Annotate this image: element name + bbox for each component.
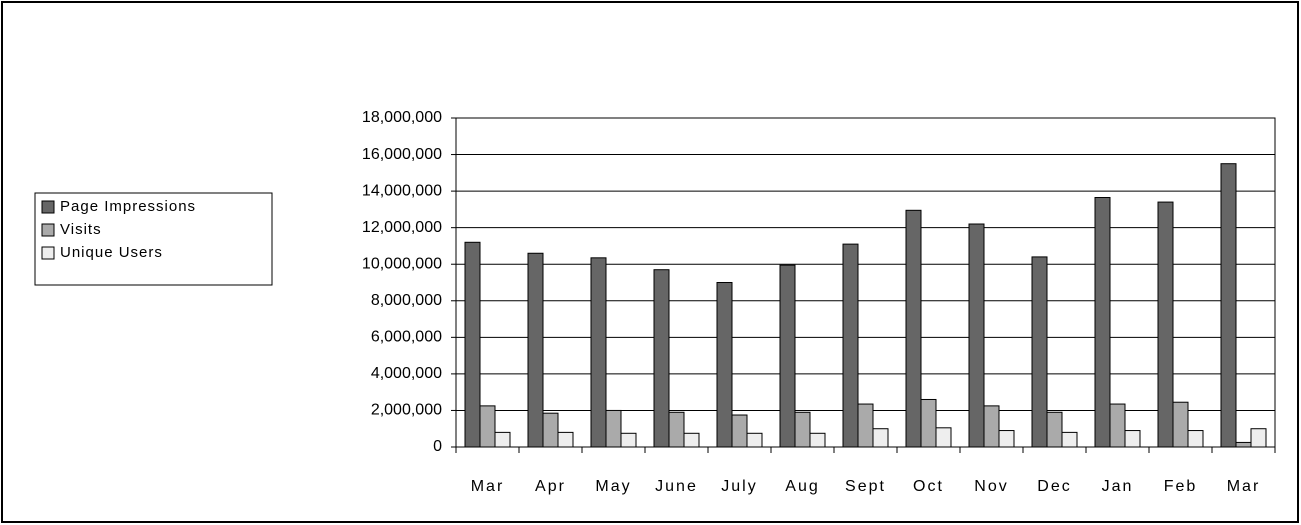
- bar: [479, 405, 496, 448]
- bar: [968, 223, 985, 448]
- legend-swatch: [41, 200, 55, 214]
- x-tick-label: May: [595, 478, 631, 495]
- bar: [683, 432, 700, 448]
- bar: [542, 412, 559, 448]
- bar: [872, 428, 889, 448]
- bar: [983, 405, 1000, 448]
- y-tick-label: 16,000,000: [362, 146, 442, 163]
- x-tick-label: July: [721, 478, 757, 495]
- bar: [620, 432, 637, 448]
- bar: [557, 431, 574, 448]
- bar: [605, 409, 622, 448]
- x-tick-label: June: [655, 478, 698, 495]
- bar: [1124, 430, 1141, 448]
- bar: [794, 411, 811, 448]
- bar: [1187, 430, 1204, 448]
- bar: [1094, 197, 1111, 448]
- y-tick-label: 2,000,000: [371, 402, 442, 419]
- bar: [1250, 428, 1267, 448]
- bar: [809, 432, 826, 448]
- legend-box: [34, 192, 273, 286]
- y-tick-label: 0: [433, 438, 442, 455]
- y-tick-label: 6,000,000: [371, 329, 442, 346]
- bar: [920, 398, 937, 448]
- bar: [1109, 403, 1126, 448]
- x-tick-label: Mar: [471, 478, 505, 495]
- x-tick-label: Jan: [1102, 478, 1134, 495]
- bar: [1235, 441, 1252, 448]
- y-tick-label: 10,000,000: [362, 255, 442, 272]
- legend-label: Page Impressions: [60, 198, 196, 215]
- bar: [905, 209, 922, 448]
- bar: [731, 414, 748, 448]
- legend-swatch: [41, 223, 55, 237]
- bar: [1157, 201, 1174, 448]
- x-tick-label: Oct: [913, 478, 944, 495]
- legend-label: Visits: [60, 221, 102, 238]
- bar: [1031, 256, 1048, 448]
- bar: [935, 427, 952, 448]
- bar: [527, 252, 544, 448]
- bar: [716, 282, 733, 448]
- bar: [464, 241, 481, 448]
- bar: [842, 243, 859, 448]
- x-tick-label: Nov: [974, 478, 1008, 495]
- bar: [653, 269, 670, 448]
- bar: [1061, 431, 1078, 448]
- bar: [668, 411, 685, 448]
- x-tick-label: Aug: [785, 478, 819, 495]
- bar: [746, 432, 763, 448]
- plot-area: [455, 117, 1276, 448]
- y-tick-label: 12,000,000: [362, 219, 442, 236]
- y-tick-label: 4,000,000: [371, 365, 442, 382]
- x-tick-label: Mar: [1227, 478, 1261, 495]
- bar: [590, 257, 607, 448]
- bar: [1220, 163, 1237, 448]
- bar: [779, 264, 796, 448]
- legend-swatch: [41, 246, 55, 260]
- bar: [1046, 411, 1063, 448]
- y-tick-label: 8,000,000: [371, 292, 442, 309]
- y-tick-label: 14,000,000: [362, 182, 442, 199]
- bar: [857, 403, 874, 448]
- y-tick-label: 18,000,000: [362, 109, 442, 126]
- legend-label: Unique Users: [60, 244, 163, 261]
- bar: [998, 430, 1015, 448]
- x-tick-label: Dec: [1037, 478, 1071, 495]
- x-tick-label: Sept: [845, 478, 886, 495]
- x-tick-label: Feb: [1164, 478, 1198, 495]
- x-tick-label: Apr: [535, 478, 566, 495]
- bar: [1172, 401, 1189, 448]
- bar: [494, 431, 511, 448]
